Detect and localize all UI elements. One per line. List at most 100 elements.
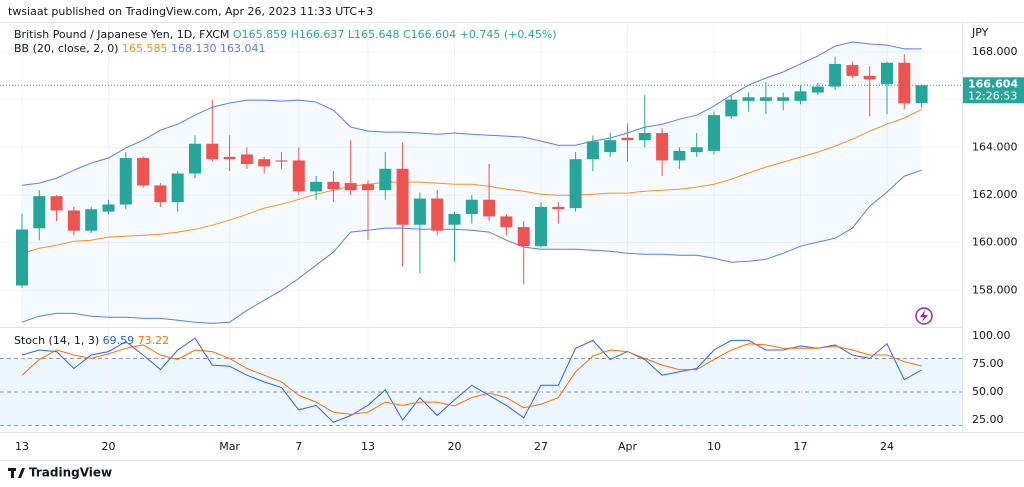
stoch-tick-label: 25.00: [972, 413, 1004, 426]
x-tick-label: 20: [448, 440, 462, 453]
footer-border: [0, 460, 1024, 461]
candle-body: [794, 91, 807, 101]
candle-body: [638, 133, 651, 141]
alert-icon[interactable]: [915, 307, 933, 325]
legend: Stoch (14, 1, 3) 69.59 73.22: [14, 334, 169, 347]
bb-lower: [21, 169, 922, 324]
candle-body: [881, 62, 893, 85]
symbol: British Pound / Japanese Yen, 1D, FXCM: [14, 28, 229, 41]
ohlc-open: O165.859: [233, 28, 287, 41]
candle-body: [240, 154, 253, 164]
alert-bolt: [920, 310, 928, 322]
candle-body: [119, 158, 132, 205]
y-axis-label: JPY: [971, 26, 989, 39]
candle-body: [310, 181, 323, 192]
logo-stem: [11, 468, 14, 478]
logo-slash: [18, 468, 25, 478]
x-tick-label: 10: [707, 440, 721, 453]
candle-body: [206, 143, 219, 160]
y-tick-label: 158.000: [972, 283, 1018, 296]
logo: [8, 468, 25, 478]
stoch-tick-label: 50.00: [972, 385, 1004, 398]
candle-body: [344, 183, 357, 191]
candle-body: [915, 85, 928, 104]
bb-fill: [22, 42, 922, 324]
price-tag-value: 166.604: [968, 77, 1018, 90]
candle-body: [448, 214, 461, 225]
candle-body: [154, 185, 167, 203]
candle-body: [621, 137, 634, 141]
stoch-d-value: 73.22: [138, 334, 170, 347]
price-tag: [963, 77, 1024, 104]
stoch-k-value: 69.59: [103, 334, 135, 347]
candle-body: [223, 156, 236, 160]
ohlc-close: C166.604: [403, 28, 456, 41]
x-tick-label: 13: [15, 440, 29, 453]
candle-body: [483, 199, 496, 217]
x-tick-label: 24: [880, 440, 894, 453]
x-tick-label: 13: [361, 440, 375, 453]
candle-body: [586, 141, 599, 160]
y-tick-label: 164.000: [972, 140, 1018, 153]
pane-divider: [0, 327, 962, 328]
candle-body: [413, 198, 426, 225]
candle-body: [465, 199, 478, 215]
change: +0.745 (+0.45%): [460, 28, 557, 41]
x-tick-label: Mar: [219, 440, 240, 453]
candle-body: [725, 99, 738, 117]
legend: British Pound / Japanese Yen, 1D, FXCM O…: [14, 28, 557, 41]
stoch-label: Stoch (14, 1, 3): [14, 334, 99, 347]
time-axis-border: [0, 432, 1024, 433]
bb-basis-value: 165.585: [122, 42, 168, 55]
candle-body: [102, 204, 115, 212]
candle-body: [189, 143, 201, 174]
price-tag-countdown: 12:26:53: [968, 89, 1017, 102]
stoch-band: [0, 358, 962, 426]
candle-body: [656, 133, 669, 161]
candle-body: [379, 168, 392, 191]
bb-lower-value: 163.041: [220, 42, 266, 55]
candle-body: [67, 210, 80, 231]
ohlc-high: H166.637: [291, 28, 345, 41]
candle-body: [811, 86, 824, 93]
candle-body: [690, 147, 703, 153]
legend: BB (20, close, 2, 0) 165.585 168.130 163…: [14, 42, 265, 55]
candle-body: [33, 196, 46, 229]
candle-body: [275, 160, 288, 162]
candle-body: [898, 62, 911, 104]
candle-body: [569, 159, 582, 209]
price-axis-border: [962, 22, 963, 432]
bb-label: BB (20, close, 2, 0): [14, 42, 118, 55]
candle-body: [742, 97, 755, 101]
candle-body: [759, 97, 772, 101]
candle-body: [85, 209, 98, 231]
x-tick-label: Apr: [618, 440, 638, 453]
candle-body: [16, 229, 28, 286]
candle-body: [431, 198, 444, 231]
x-tick-label: 17: [794, 440, 808, 453]
candle-body: [50, 196, 63, 211]
bb-basis: [21, 109, 922, 254]
candle-body: [396, 168, 409, 225]
candle-body: [292, 160, 305, 192]
stoch-k: [21, 337, 922, 423]
candle-body: [327, 181, 340, 190]
candle-body: [673, 150, 686, 161]
bb-upper: [21, 41, 922, 186]
frame: [0, 22, 1024, 23]
x-tick-label: 27: [534, 440, 548, 453]
candle-body: [777, 97, 790, 101]
candle-body: [500, 216, 513, 228]
footer-brand: TradingView: [29, 466, 112, 480]
candle-body: [517, 227, 530, 247]
y-tick-label: 160.000: [972, 236, 1018, 249]
candle-body: [846, 65, 859, 76]
x-tick-label: 7: [295, 440, 302, 453]
candle-body: [535, 206, 547, 247]
publisher: twsiaat published on TradingView.com, Ap…: [8, 5, 373, 18]
candle-body: [258, 159, 271, 167]
candle-body: [829, 63, 842, 87]
candle-body: [171, 173, 184, 203]
candle-body: [362, 184, 374, 191]
